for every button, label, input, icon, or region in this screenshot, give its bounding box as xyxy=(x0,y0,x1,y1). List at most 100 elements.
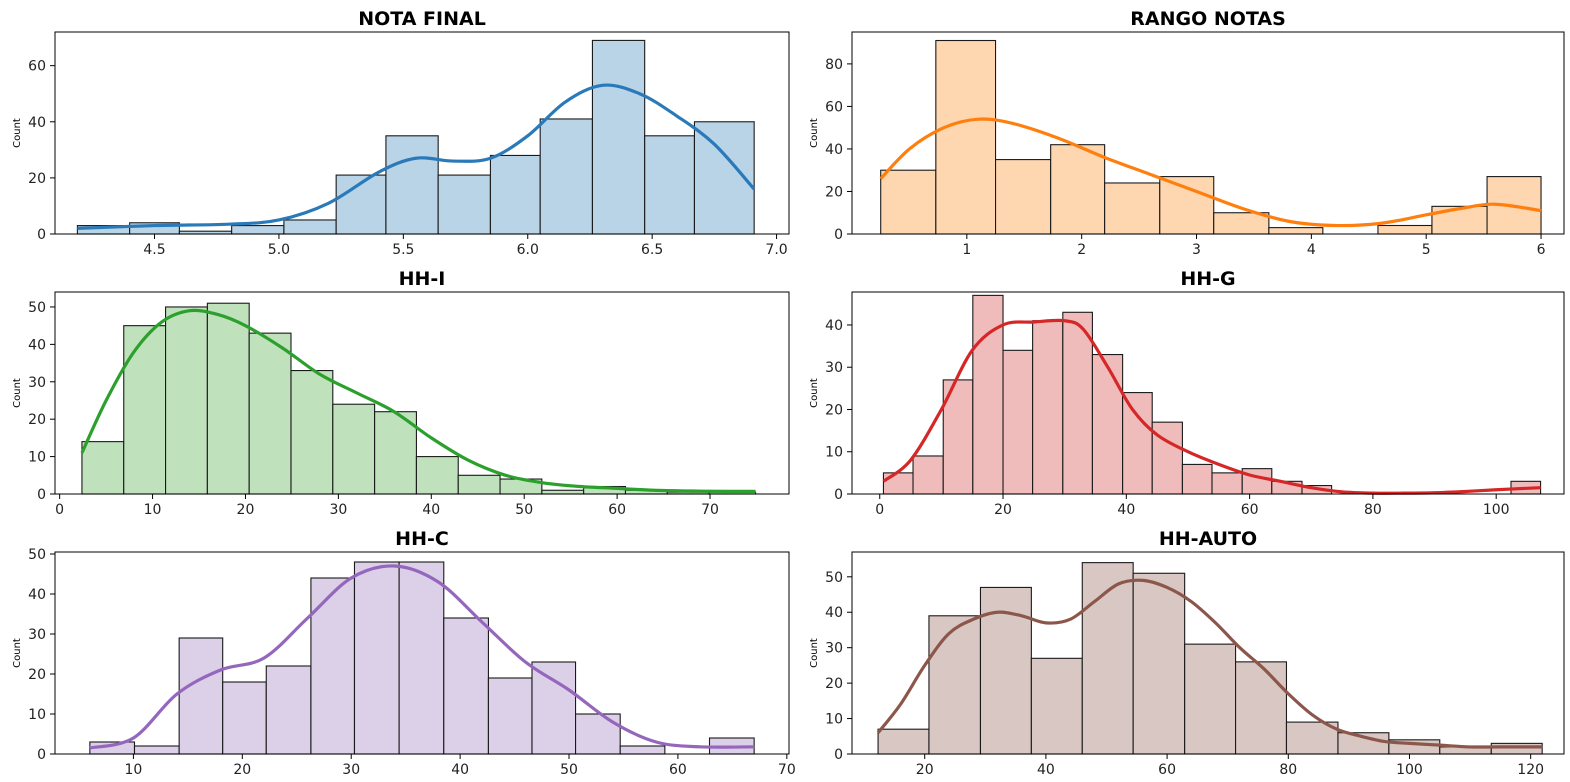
histogram-bar xyxy=(1490,742,1543,755)
x-tick-label: 60 xyxy=(1158,762,1176,778)
histogram-bar xyxy=(539,118,593,235)
y-tick-label: 30 xyxy=(825,641,843,657)
histogram-bar xyxy=(1050,144,1106,235)
x-tick-label: 20 xyxy=(233,762,251,778)
axes-frame xyxy=(54,291,790,495)
y-tick-label: 50 xyxy=(825,570,843,586)
x-tick-label: 60 xyxy=(1241,502,1259,518)
x-tick-label: 100 xyxy=(1396,762,1423,778)
kde-line xyxy=(80,308,756,494)
subplot-6: 20 40 60 80 100 120 0 10 20 30 40 50 Count HH-AUTO xyxy=(809,528,1565,778)
histogram-bar xyxy=(1184,643,1237,755)
y-axis-label: Count xyxy=(12,378,23,408)
histogram-bar xyxy=(575,713,621,755)
x-tick-label: 4 xyxy=(1307,242,1316,258)
x-tick-label: 0 xyxy=(875,502,884,518)
y-tick-label: 0 xyxy=(37,227,46,243)
x-tick-label: 40 xyxy=(422,502,440,518)
histogram-bar xyxy=(882,472,914,495)
axes-frame xyxy=(54,551,790,755)
subplot-4: 0 20 40 60 80 100 0 10 20 30 40 Count HH-G xyxy=(809,268,1565,518)
histogram-bar xyxy=(81,441,125,495)
y-tick-label: 30 xyxy=(825,360,843,376)
subplot-5: 10 20 30 40 50 60 70 0 10 20 30 40 50 Count HH-C xyxy=(12,528,796,778)
histogram-bar xyxy=(1241,468,1273,495)
histogram-bar xyxy=(206,302,250,495)
x-tick-label: 40 xyxy=(1037,762,1055,778)
y-tick-label: 40 xyxy=(28,337,46,353)
x-tick-label: 10 xyxy=(124,762,142,778)
x-tick-label: 20 xyxy=(916,762,934,778)
histogram-bar xyxy=(1181,463,1213,495)
y-tick-label: 0 xyxy=(37,747,46,763)
y-tick-label: 50 xyxy=(28,300,46,316)
y-tick-label: 20 xyxy=(28,667,46,683)
x-tick-label: 30 xyxy=(342,762,360,778)
y-tick-label: 20 xyxy=(28,171,46,187)
x-tick-label: 50 xyxy=(515,502,533,518)
histogram-bar xyxy=(935,39,997,235)
x-tick-label: 6.0 xyxy=(517,242,539,258)
histogram-bar xyxy=(1213,212,1270,235)
histogram-bar xyxy=(1032,320,1064,495)
y-tick-label: 20 xyxy=(825,402,843,418)
histogram-bar xyxy=(443,617,489,755)
histogram-bar xyxy=(489,154,541,235)
histogram-bar xyxy=(487,677,533,755)
kde-line xyxy=(879,117,1542,228)
y-axis-label: Count xyxy=(12,118,23,148)
x-tick-label: 2 xyxy=(1077,242,1086,258)
histogram-bar xyxy=(374,411,417,495)
kde-line xyxy=(882,318,1541,495)
subplot-title: NOTA FINAL xyxy=(358,8,486,30)
subplot-title: HH-I xyxy=(399,268,446,290)
x-tick-label: 5 xyxy=(1422,242,1431,258)
histogram-bar xyxy=(531,661,577,755)
x-tick-label: 40 xyxy=(451,762,469,778)
x-tick-label: 5.0 xyxy=(268,242,290,258)
histogram-bar xyxy=(912,455,944,495)
histogram-bar xyxy=(398,561,445,755)
x-tick-label: 4.5 xyxy=(143,242,165,258)
y-tick-label: 0 xyxy=(37,487,46,503)
x-tick-label: 30 xyxy=(329,502,347,518)
histogram-bar xyxy=(1211,472,1243,495)
y-tick-label: 30 xyxy=(28,375,46,391)
histogram-bar xyxy=(283,219,337,235)
y-tick-label: 60 xyxy=(825,99,843,115)
histogram-bar xyxy=(385,135,439,235)
y-tick-label: 0 xyxy=(834,487,843,503)
histogram-bar xyxy=(353,561,400,755)
axes-frame xyxy=(851,551,1565,755)
histogram-bar xyxy=(1091,353,1124,495)
x-tick-label: 6 xyxy=(1537,242,1546,258)
histogram-bar xyxy=(457,474,501,495)
histogram-bar xyxy=(310,577,356,755)
x-tick-label: 0 xyxy=(55,502,64,518)
histogram-bar xyxy=(1132,572,1186,755)
y-axis-label: Count xyxy=(12,638,23,668)
subplot-title: RANGO NOTAS xyxy=(1130,8,1286,30)
histogram-bar xyxy=(1030,657,1083,755)
y-tick-label: 40 xyxy=(825,318,843,334)
histogram-bar xyxy=(231,225,285,235)
y-tick-label: 60 xyxy=(28,59,46,75)
y-tick-label: 20 xyxy=(28,412,46,428)
axes-frame xyxy=(851,31,1565,235)
axes-frame xyxy=(851,291,1565,495)
subplot-title: HH-AUTO xyxy=(1159,528,1257,550)
histogram-bar xyxy=(1122,392,1153,495)
histogram-bar xyxy=(1377,224,1433,235)
histogram-bar xyxy=(994,159,1052,235)
x-tick-label: 7.0 xyxy=(765,242,787,258)
y-tick-label: 0 xyxy=(834,227,843,243)
subplot-1: 4.5 5.0 5.5 6.0 6.5 7.0 0 20 40 60 Count NOTA FINAL xyxy=(12,8,790,258)
histogram-bar xyxy=(265,665,312,755)
x-tick-label: 50 xyxy=(560,762,578,778)
x-tick-label: 3 xyxy=(1192,242,1201,258)
x-tick-label: 10 xyxy=(144,502,162,518)
x-tick-label: 20 xyxy=(994,502,1012,518)
histogram-bar xyxy=(1235,661,1288,755)
